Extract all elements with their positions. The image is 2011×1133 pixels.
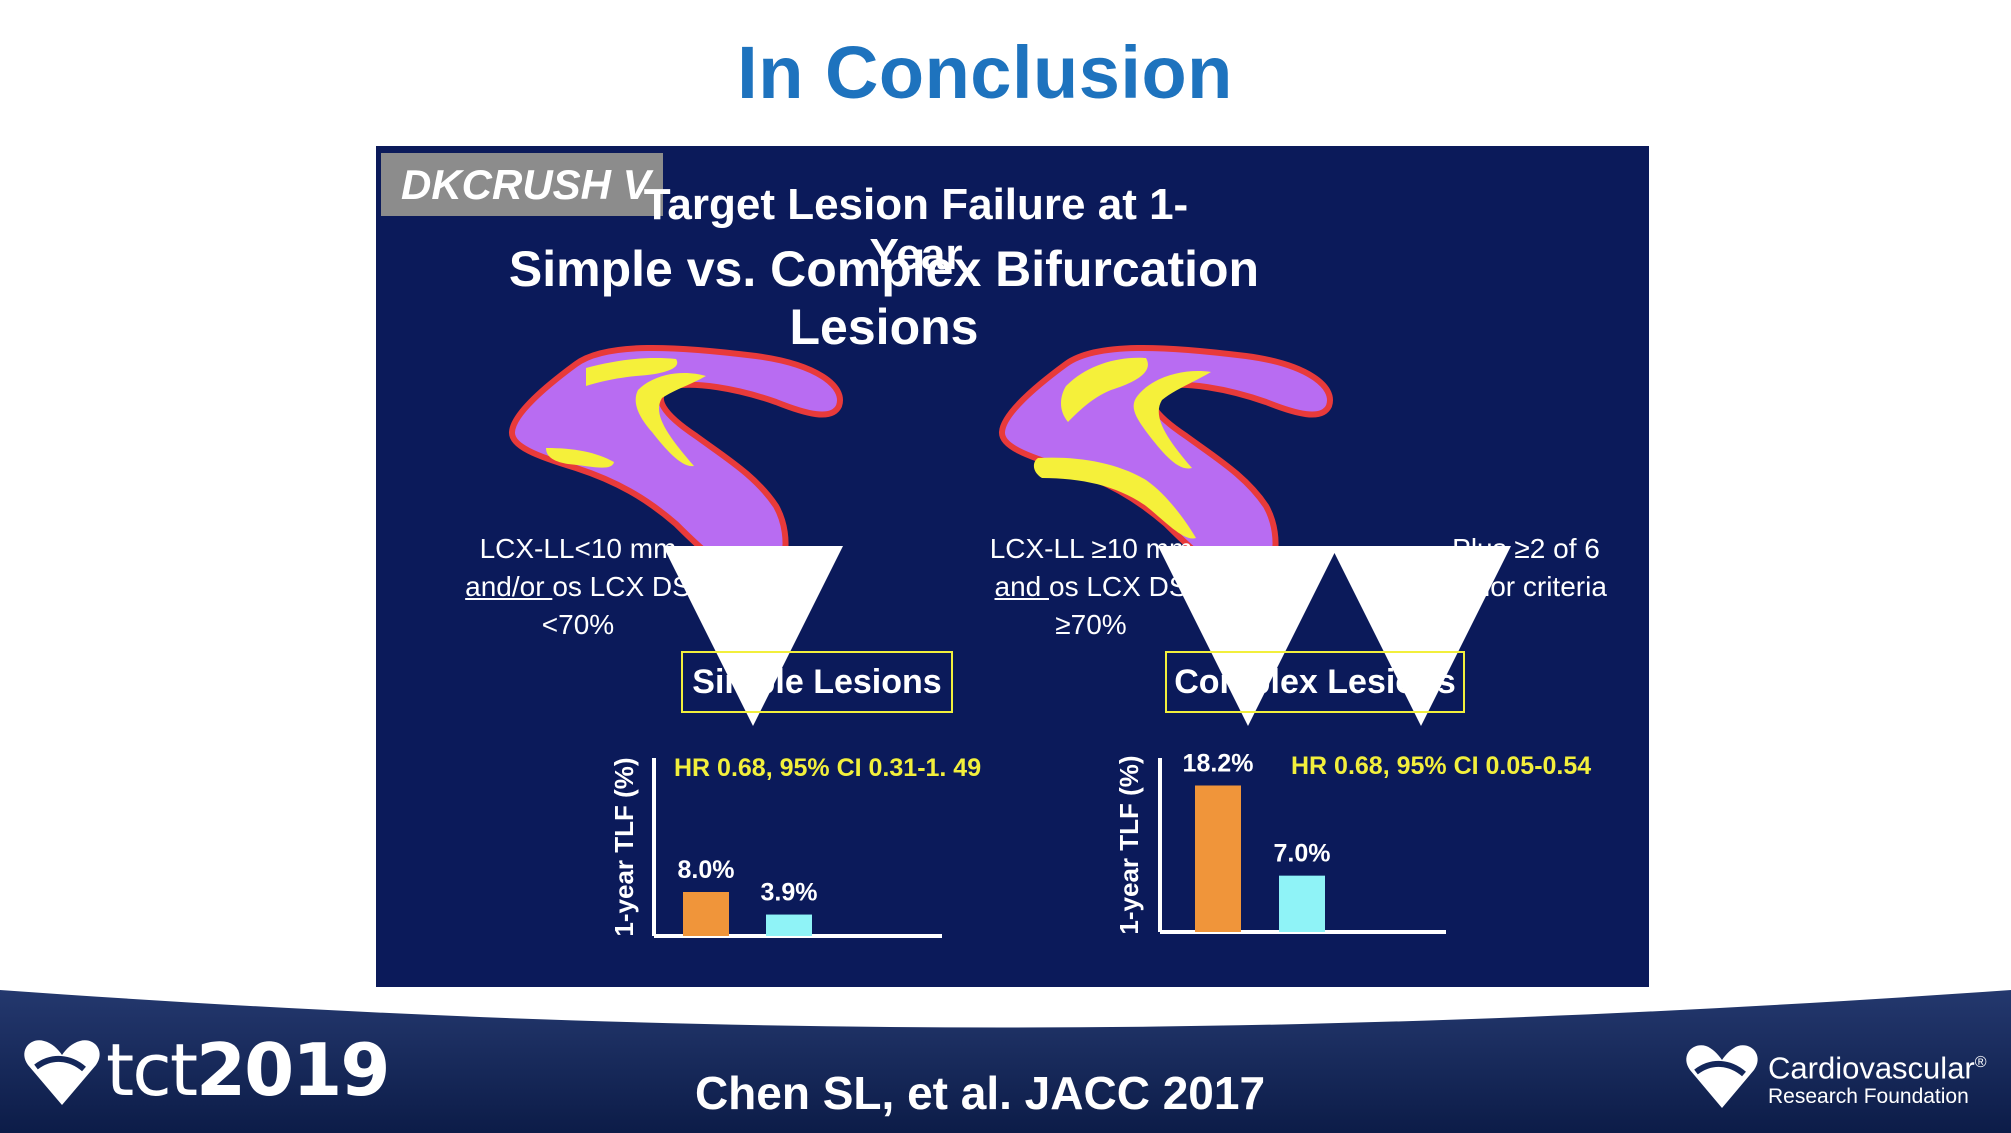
simple-criteria: LCX-LL<10 mm and/or os LCX DS <70% xyxy=(428,530,728,644)
footer-band xyxy=(0,990,2011,1133)
panel-title-line2: Simple vs. Complex Bifurcation Lesions xyxy=(508,241,1260,355)
complex-criteria-connector: and xyxy=(994,571,1049,602)
complex-lesions-chart: 1-year TLF (%) HR 0.68, 95% CI 0.05-0.54 1… xyxy=(1114,749,1591,934)
simple-vessel-shape xyxy=(509,345,843,585)
crf-logo-line1: Cardiovascular® xyxy=(1768,1046,1987,1085)
complex-criteria-ds: os LCX DS ≥70% xyxy=(1049,571,1188,640)
bar-1 xyxy=(1279,875,1325,932)
simple-plaque-lower xyxy=(546,448,614,468)
complex-plaque-lower xyxy=(1033,457,1196,539)
bar-0 xyxy=(683,892,729,936)
crf-logo-text: Cardiovascular® Research Foundation xyxy=(1768,1046,1987,1109)
complex-lesions-box: Complex Lesions xyxy=(1165,651,1465,713)
hazard-ratio-annotation: HR 0.68, 95% CI 0.05-0.54 xyxy=(1291,752,1591,780)
bar-value-label: 3.9% xyxy=(761,879,818,907)
simple-lesions-chart: 1-year TLF (%) HR 0.68, 95% CI 0.31-1. 49… xyxy=(609,754,981,938)
crf-logo-line2: Research Foundation xyxy=(1768,1085,1969,1109)
bar-value-label: 7.0% xyxy=(1274,840,1331,868)
y-axis-label: 1-year TLF (%) xyxy=(609,757,639,936)
bar-1 xyxy=(766,914,812,936)
crf-logo-name: Cardiovascular xyxy=(1768,1050,1975,1086)
study-tag: DKCRUSH V xyxy=(381,153,663,216)
citation: Chen SL, et al. JACC 2017 xyxy=(694,1067,1266,1119)
complex-criteria-line2: and os LCX DS ≥70% xyxy=(956,568,1226,644)
crf-heart-logo-icon xyxy=(1686,1045,1758,1108)
complex-minor-criteria: Plus ≥2 of 6 minor criteria xyxy=(1436,530,1616,606)
simple-plaque-branch xyxy=(635,372,706,467)
complex-bifurcation-illustration xyxy=(999,345,1333,585)
simple-lesions-box: Simple Lesions xyxy=(681,651,953,713)
study-panel: DKCRUSH V Target Lesion Failure at 1-Yea… xyxy=(376,146,1649,987)
registered-mark: ® xyxy=(1974,1054,1987,1071)
simple-bifurcation-illustration xyxy=(509,345,843,585)
tct2019-logo: tct2019 xyxy=(106,1028,390,1112)
tct-heart-logo-icon xyxy=(24,1040,100,1105)
tct-logo-year: 2019 xyxy=(196,1028,390,1112)
panel-title-line1: Target Lesion Failure at 1-Year xyxy=(643,180,1189,279)
complex-plaque-top xyxy=(1061,357,1148,422)
complex-criteria-line1: LCX-LL ≥10 mm xyxy=(989,533,1193,564)
simple-criteria-connector: and/or xyxy=(465,571,553,602)
bar-0 xyxy=(1195,785,1241,932)
complex-minor-line2: minor criteria xyxy=(1445,571,1607,602)
bar-value-label: 18.2% xyxy=(1183,749,1254,777)
simple-plaque-top xyxy=(586,358,678,386)
complex-minor-line1: Plus ≥2 of 6 xyxy=(1452,533,1600,564)
complex-criteria: LCX-LL ≥10 mm and os LCX DS ≥70% xyxy=(956,530,1226,644)
slide-title: In Conclusion xyxy=(737,31,1233,114)
illustration-svg: 1-year TLF (%) HR 0.68, 95% CI 0.31-1. 49… xyxy=(509,345,1591,938)
tct-logo-prefix: tct xyxy=(106,1028,198,1112)
simple-criteria-ds: os LCX DS <70% xyxy=(541,571,691,640)
simple-criteria-line1: LCX-LL<10 mm xyxy=(479,533,677,564)
complex-plaque-branch xyxy=(1133,371,1211,469)
hazard-ratio-annotation: HR 0.68, 95% CI 0.31-1. 49 xyxy=(674,754,981,782)
simple-criteria-line2: and/or os LCX DS <70% xyxy=(428,568,728,644)
bar-value-label: 8.0% xyxy=(678,856,735,884)
y-axis-label: 1-year TLF (%) xyxy=(1114,755,1144,934)
